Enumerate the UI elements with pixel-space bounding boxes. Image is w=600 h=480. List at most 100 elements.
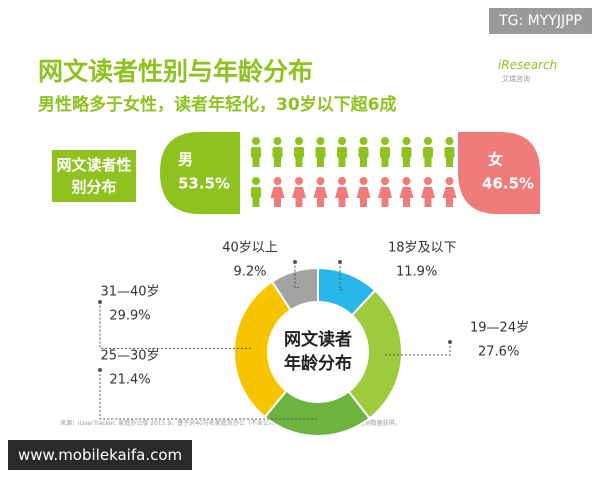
icon-head: [402, 137, 411, 145]
male-label: 男: [178, 151, 193, 169]
leader-dot: [448, 340, 452, 344]
icon-head: [359, 177, 368, 185]
leader-dot: [98, 368, 102, 372]
age-label: 18岁及以下: [388, 241, 457, 256]
person-icon: [315, 137, 326, 167]
icon-head: [338, 177, 346, 185]
donut-center: [270, 304, 366, 400]
icon-body: [423, 147, 433, 158]
icon-body: [272, 147, 283, 158]
icon-head: [402, 177, 411, 185]
icon-legs: [381, 197, 389, 207]
donut-segment: [233, 280, 293, 419]
person-icon: [251, 137, 261, 167]
icon-legs: [403, 197, 410, 207]
icon-body: [294, 147, 304, 158]
icon-legs: [446, 197, 453, 207]
person-icon: [442, 177, 457, 207]
person-icon: [272, 137, 283, 167]
icon-head: [424, 177, 432, 185]
icon-head: [445, 177, 454, 185]
icon-legs: [252, 197, 260, 207]
icon-legs: [274, 197, 281, 207]
icon-head: [295, 137, 303, 145]
icon-legs: [360, 157, 367, 167]
brand-sub: 艾瑞咨询: [502, 75, 530, 83]
icon-legs: [424, 157, 432, 167]
icon-head: [381, 137, 389, 145]
icon-body: [421, 187, 435, 198]
gender-chart-title: 网文读者性别分布: [52, 150, 136, 202]
icon-head: [424, 137, 432, 145]
icon-legs: [338, 197, 346, 207]
source: 来源：iUserTracker. 家庭办公版 2015.9，基于对40万名家庭及…: [60, 420, 401, 427]
icon-head: [316, 137, 325, 145]
icon-legs: [295, 157, 303, 167]
icon-legs: [424, 197, 432, 207]
person-icon: [270, 177, 285, 207]
icon-body: [444, 147, 455, 158]
icon-head: [359, 137, 368, 145]
icon-head: [295, 177, 303, 185]
age-label: 31—40岁: [100, 285, 159, 300]
icon-body: [378, 187, 392, 198]
icon-body: [356, 187, 371, 198]
person-icon: [399, 177, 414, 207]
icon-legs: [446, 157, 453, 167]
person-icon: [423, 137, 433, 167]
male-leaf: [160, 132, 240, 214]
person-icon: [378, 177, 392, 207]
icon-body: [337, 147, 347, 158]
leader-dot: [293, 260, 297, 264]
person-icon: [294, 137, 304, 167]
person-icon: [401, 137, 412, 167]
icon-head: [273, 177, 282, 185]
icon-head: [252, 177, 260, 185]
person-icon: [313, 177, 328, 207]
age-value: 27.6%: [478, 345, 519, 360]
person-icon: [356, 177, 371, 207]
icon-legs: [338, 157, 346, 167]
icon-legs: [317, 157, 324, 167]
age-label: 40岁以上: [222, 241, 278, 256]
icon-head: [338, 137, 346, 145]
icon-head: [273, 137, 282, 145]
icon-body: [401, 147, 412, 158]
leader-dot: [98, 300, 102, 304]
male-value: 53.5%: [178, 175, 230, 193]
icon-head: [445, 137, 454, 145]
icon-head: [316, 177, 325, 185]
female-label: 女: [488, 151, 503, 169]
donut-title: 网文读者年龄分布: [284, 330, 352, 374]
icon-body: [270, 187, 285, 198]
subtitle: 男性略多于女性，读者年轻化，30岁以下超6成: [38, 95, 397, 115]
person-icon: [337, 137, 347, 167]
icon-body: [335, 187, 349, 198]
icon-head: [252, 137, 260, 145]
female-leaf: [458, 132, 540, 214]
person-icon: [444, 137, 455, 167]
icon-body: [358, 147, 369, 158]
donut-title-box: 网文读者年龄分布: [284, 330, 352, 374]
icon-legs: [274, 157, 281, 167]
leader-line: [339, 262, 343, 291]
icon-legs: [403, 157, 410, 167]
icon-legs: [295, 197, 303, 207]
leader-dot: [338, 260, 342, 264]
age-value: 11.9%: [396, 265, 437, 280]
leader-line: [99, 370, 318, 420]
title: 网文读者性别与年龄分布: [38, 57, 314, 86]
icon-body: [442, 187, 457, 198]
age-value: 9.2%: [233, 265, 266, 280]
icon-body: [399, 187, 414, 198]
person-icon: [421, 177, 435, 207]
person-icon: [251, 177, 261, 207]
icon-body: [313, 187, 328, 198]
leader-line: [384, 342, 451, 356]
person-icon: [292, 177, 306, 207]
icon-head: [381, 177, 389, 185]
icon-body: [315, 147, 326, 158]
donut-segment: [270, 266, 319, 312]
icon-legs: [360, 197, 367, 207]
